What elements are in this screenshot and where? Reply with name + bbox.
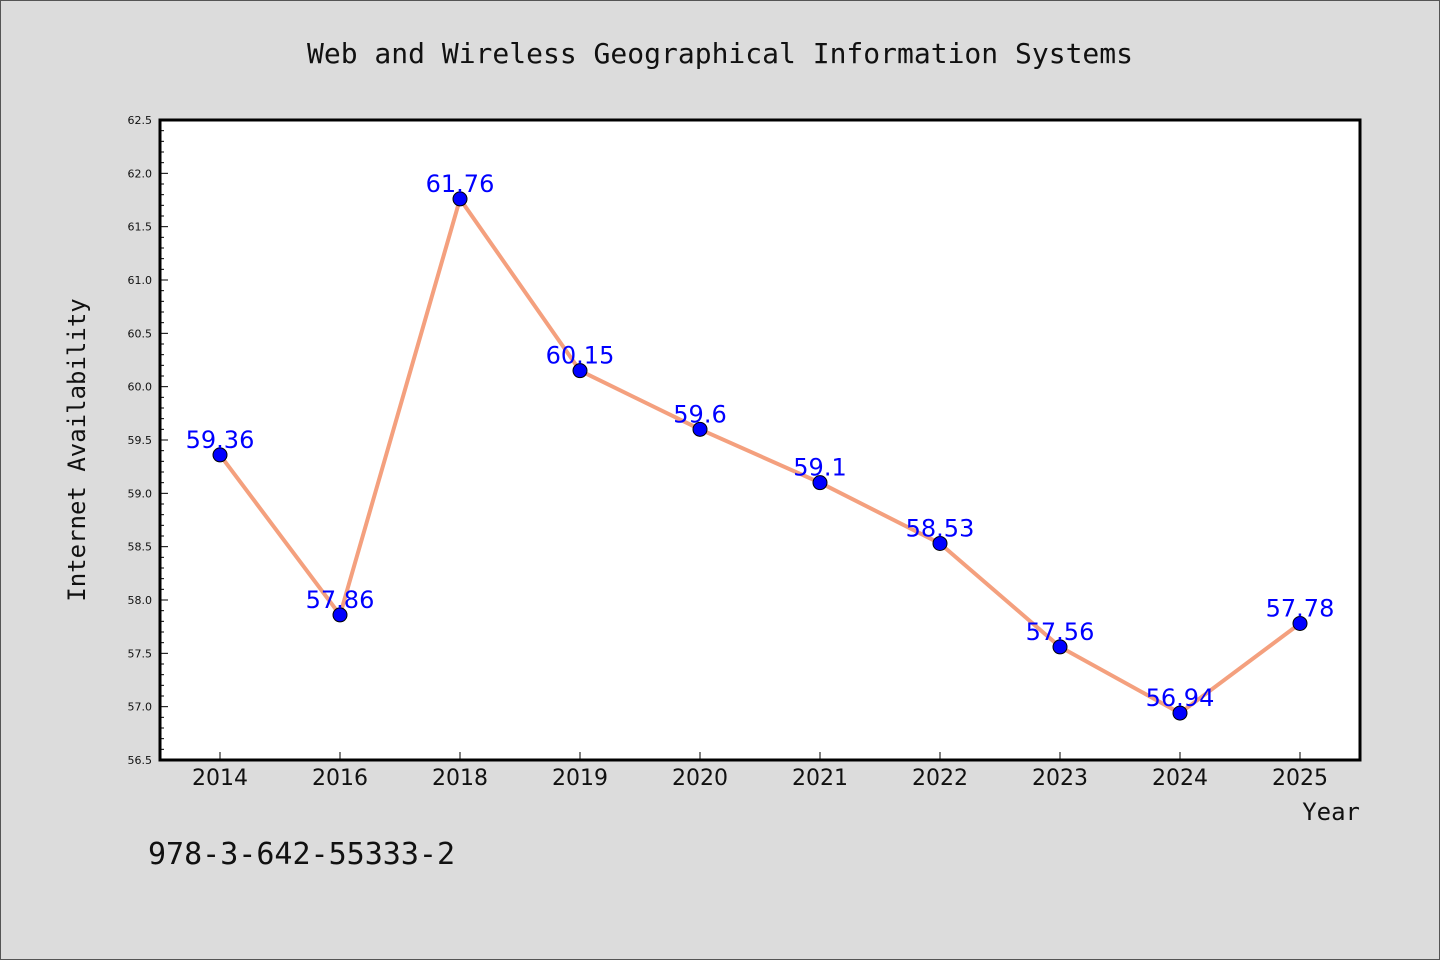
y-tick-label: 57.0 <box>128 701 153 714</box>
x-tick-label: 2016 <box>312 766 368 791</box>
x-tick-label: 2025 <box>1272 766 1328 791</box>
data-point-label: 59.1 <box>793 454 846 482</box>
data-point-marker <box>212 447 228 463</box>
y-tick-label: 60.5 <box>128 327 153 340</box>
data-point-marker <box>452 191 468 207</box>
data-point-marker <box>1172 705 1188 721</box>
y-tick-label: 56.5 <box>128 754 153 767</box>
data-point-marker <box>812 475 828 491</box>
x-tick-label: 2022 <box>912 766 968 791</box>
data-point-marker <box>692 421 708 437</box>
data-point-label: 57.78 <box>1266 594 1335 622</box>
x-axis-label: Year <box>1302 798 1360 826</box>
data-point-label: 59.36 <box>186 426 255 454</box>
x-axis: 2014 2016 2018 2019 2020 2021 2022 2023 2024 2025 <box>192 752 1328 791</box>
data-point-label: 59.6 <box>673 400 726 428</box>
y-tick-label: 61.0 <box>128 274 153 287</box>
y-tick-label: 61.5 <box>128 221 153 234</box>
data-point-marker <box>1292 615 1308 631</box>
data-point-label: 56.94 <box>1146 684 1215 712</box>
y-tick-label: 60.0 <box>128 381 153 394</box>
y-axis: 56.5 57.0 57.5 58.0 58.5 59.0 59.5 60.0 60.5 61.0… <box>128 114 168 767</box>
footnote-isbn: 978-3-642-55333-2 <box>148 837 455 872</box>
plot-area <box>158 118 1362 762</box>
x-tick-label: 2020 <box>672 766 728 791</box>
data-point-marker <box>1052 639 1068 655</box>
x-tick-label: 2024 <box>1152 766 1208 791</box>
series-line <box>218 196 1302 716</box>
series-layer: 59.36 57.86 61.76 60.15 59.6 59.1 58.53 57.56 56… <box>186 170 1335 721</box>
data-point-label: 58.53 <box>906 514 975 542</box>
x-tick-label: 2014 <box>192 766 248 791</box>
y-tick-label: 62.0 <box>128 167 153 180</box>
data-point-label: 57.86 <box>306 586 375 614</box>
x-tick-label: 2019 <box>552 766 608 791</box>
y-tick-label: 59.5 <box>128 434 153 447</box>
data-point-label: 60.15 <box>546 342 615 370</box>
y-axis-label: Internet Availability <box>63 298 91 601</box>
y-tick-label: 58.0 <box>128 594 153 607</box>
x-tick-label: 2023 <box>1032 766 1088 791</box>
y-tick-label: 59.0 <box>128 487 153 500</box>
data-point-marker <box>332 607 348 623</box>
x-tick-label: 2018 <box>432 766 488 791</box>
data-point-label: 57.56 <box>1026 618 1095 646</box>
data-point-marker <box>572 363 588 379</box>
y-tick-label: 62.5 <box>128 114 153 127</box>
x-tick-label: 2021 <box>792 766 848 791</box>
y-tick-label: 58.5 <box>128 541 153 554</box>
data-point-marker <box>932 535 948 551</box>
chart-title: Web and Wireless Geographical Informatio… <box>307 37 1133 70</box>
data-point-label: 61.76 <box>426 170 495 198</box>
y-tick-label: 57.5 <box>128 647 153 660</box>
